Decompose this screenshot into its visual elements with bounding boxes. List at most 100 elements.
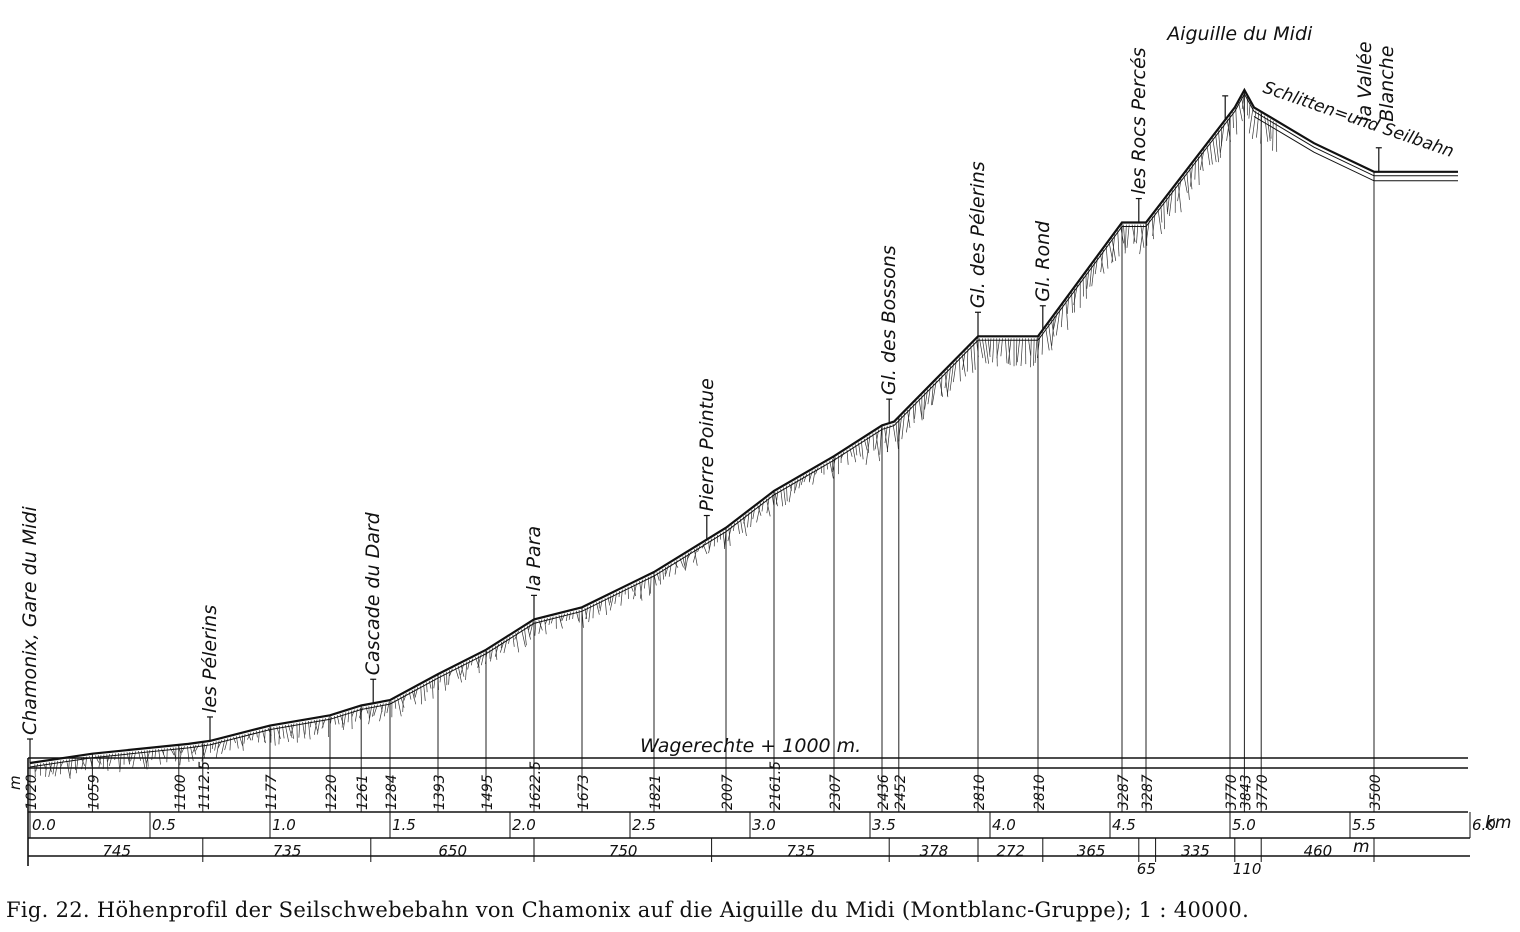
hatch-stroke <box>1133 224 1136 244</box>
hatch-stroke <box>961 354 966 377</box>
hatch-stroke <box>1197 156 1200 186</box>
hatch-stroke <box>1272 120 1274 151</box>
hatch-stroke <box>211 742 214 750</box>
hatch-stroke <box>931 383 934 406</box>
hatch-stroke <box>1267 117 1271 141</box>
hatch-stroke <box>875 431 880 462</box>
km-tick-label: 3.0 <box>752 816 776 834</box>
hatch-stroke <box>722 531 726 548</box>
hatch-stroke <box>604 598 607 615</box>
hatch-stroke <box>423 683 426 701</box>
hatch-stroke <box>852 446 857 463</box>
hatch-stroke <box>1220 123 1225 153</box>
segment-length-label: 378 <box>920 842 949 860</box>
hatch-stroke <box>59 759 64 769</box>
segment-unit-label: m <box>1353 837 1370 857</box>
hatch-stroke <box>247 732 252 740</box>
hatch-stroke <box>514 630 519 640</box>
station-label: Gl. des Bossons <box>878 245 900 395</box>
hatch-stroke <box>958 357 961 382</box>
hatch-stroke <box>874 429 879 450</box>
hatch-stroke <box>572 611 574 619</box>
hatch-stroke <box>215 740 220 758</box>
hatch-stroke <box>403 693 407 701</box>
hatch-stroke <box>1028 338 1031 356</box>
hatch-stroke <box>471 658 473 666</box>
hatch-stroke <box>829 460 834 479</box>
hatch-stroke <box>786 485 788 502</box>
segment-lengths: 745 735 650 750 735 378 272 365 65 335 110 460 <box>102 838 1375 878</box>
elevation-value: 1020 <box>24 774 40 810</box>
hatch-stroke <box>1183 175 1188 193</box>
hatch-stroke <box>1186 171 1190 200</box>
hatch-stroke <box>1111 238 1117 261</box>
elevation-value: 1177 <box>264 774 280 810</box>
hatch-stroke <box>544 618 547 635</box>
hatch-stroke <box>1105 245 1109 269</box>
segment-length-label: 272 <box>996 842 1025 860</box>
hatch-stroke <box>568 612 571 620</box>
hatch-stroke <box>467 659 471 670</box>
hatch-stroke <box>1209 141 1213 165</box>
hatch-stroke <box>1065 300 1069 330</box>
hatch-stroke <box>826 462 828 470</box>
hatch-stroke <box>1016 338 1021 363</box>
segment-length-label: 335 <box>1181 842 1210 860</box>
km-tick-label: 1.0 <box>272 816 296 834</box>
km-tick-label: 4.5 <box>1112 816 1136 834</box>
hatch-stroke <box>952 360 957 383</box>
elevation-value: 1100 <box>173 774 189 810</box>
hatch-stroke <box>996 338 1000 359</box>
hatch-stroke <box>1126 224 1130 248</box>
hatch-stroke <box>302 721 306 739</box>
hatch-stroke <box>321 717 327 729</box>
hatch-stroke <box>650 575 652 594</box>
hatch-stroke <box>996 338 998 367</box>
km-tick-label: 5.5 <box>1352 816 1376 834</box>
hatch-stroke <box>647 576 651 596</box>
hatch-stroke <box>1060 304 1064 328</box>
hatch-stroke <box>630 585 634 592</box>
station-labels: Chamonix, Gare du Midi les Pélerins Cascad… <box>19 23 1398 763</box>
hatch-stroke <box>886 424 891 453</box>
segment-length-label: 750 <box>609 842 638 860</box>
hatch-stroke <box>214 741 217 751</box>
hatch-stroke <box>117 753 120 769</box>
hatch-stroke <box>820 465 823 474</box>
hatch-stroke <box>1275 122 1278 152</box>
hatch-stroke <box>815 467 819 475</box>
hatch-stroke <box>783 487 786 506</box>
hatch-stroke <box>1136 224 1139 244</box>
segment-length-label: 460 <box>1304 842 1333 860</box>
horizontal-label: Wagerechte + 1000 m. <box>640 735 861 757</box>
hatch-stroke <box>1055 308 1061 336</box>
hatch-stroke <box>938 377 944 398</box>
hatch-stroke <box>846 449 849 465</box>
hatch-stroke <box>931 380 937 406</box>
elevation-value: 2452 <box>893 774 909 810</box>
elevation-value: 2810 <box>972 774 988 810</box>
station-label: Gl. des Pélerins <box>967 161 989 308</box>
hatch-stroke <box>892 423 897 442</box>
hatch-stroke <box>884 426 889 453</box>
hatch-stroke <box>970 345 974 373</box>
profile-line <box>29 87 1458 768</box>
hatch-stroke <box>780 488 784 507</box>
hatch-stroke <box>1200 152 1204 171</box>
hatch-stroke <box>1131 224 1136 243</box>
hatch-stroke <box>879 427 882 455</box>
hatch-stroke <box>923 392 926 420</box>
elevation-value: 1261 <box>355 774 371 810</box>
km-tick-label: 6.0 <box>1472 816 1496 834</box>
hatch-stroke <box>979 338 984 359</box>
hatch-stroke <box>1034 338 1038 364</box>
km-unit-label: km <box>1485 813 1511 833</box>
elevation-value: 1112.5 <box>197 761 213 810</box>
hatch-stroke <box>756 503 761 523</box>
hatch-stroke <box>1151 216 1154 240</box>
hatch-stroke <box>1100 249 1104 273</box>
hatch-stroke <box>158 748 161 765</box>
km-tick-label: 3.5 <box>872 816 896 834</box>
hatch-stroke <box>1091 261 1095 287</box>
hatch-stroke <box>66 759 71 779</box>
